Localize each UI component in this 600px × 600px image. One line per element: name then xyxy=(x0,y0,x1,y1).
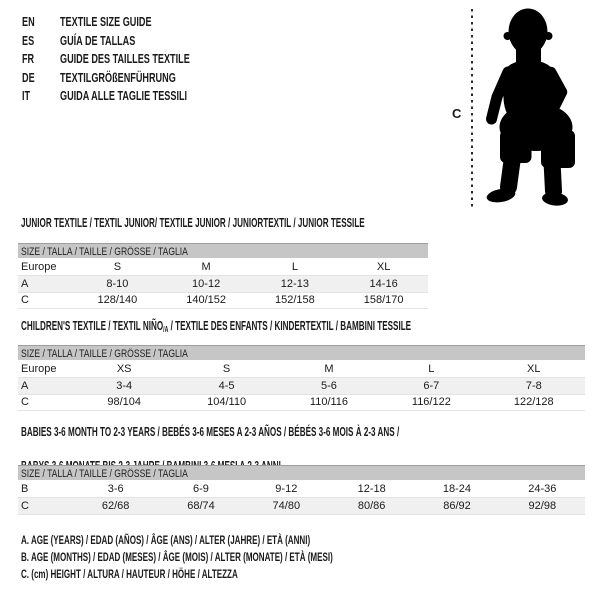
table-cell: 4-5 xyxy=(175,377,278,395)
table-cell: 122/128 xyxy=(482,394,585,411)
table-cell: 6-7 xyxy=(380,377,483,395)
junior-table-title: JUNIOR TEXTILE / TEXTIL JUNIOR/ TEXTILE … xyxy=(21,216,365,230)
row-label: C xyxy=(18,497,73,515)
table-cell: XS xyxy=(73,360,176,378)
table-cell: 116/122 xyxy=(380,394,483,411)
row-a-age: A 3-4 4-5 5-6 6-7 7-8 xyxy=(18,377,585,395)
junior-table-grid: Europe S M L XL A 8-10 10-12 12-13 14-16… xyxy=(18,258,428,309)
table-cell: 14-16 xyxy=(339,275,428,293)
table-cell: 12-18 xyxy=(328,480,415,498)
children-size-table: SIZE / TALLA / TAILLE / GRÖSSE / TAGLIA … xyxy=(18,345,585,411)
table-cell: 24-36 xyxy=(499,480,585,498)
table-cell: 5-6 xyxy=(277,377,381,395)
language-title: TEXTILGRÖßENFÜHRUNG xyxy=(60,69,176,85)
language-code: ES xyxy=(22,32,35,48)
table-cell: M xyxy=(161,258,251,276)
row-label: Europe xyxy=(18,360,73,378)
children-table-grid: Europe XS S M L XL A 3-4 4-5 5-6 6-7 7-8… xyxy=(18,360,585,411)
row-a-age: A 8-10 10-12 12-13 14-16 xyxy=(18,275,428,293)
height-marker-dotted-line xyxy=(471,9,473,207)
table-cell: S xyxy=(73,258,162,276)
table-cell: 8-10 xyxy=(73,275,162,293)
language-title: GUIDA ALLE TAGLIE TESSILI xyxy=(60,88,188,104)
table-cell: XL xyxy=(482,360,585,378)
toddler-silhouette-icon xyxy=(486,8,575,206)
table-cell: 62/68 xyxy=(73,497,159,515)
note-age-years: A. AGE (YEARS) / EDAD (AÑOS) / ÂGE (ANS)… xyxy=(21,533,311,547)
row-label: C xyxy=(18,292,73,309)
row-europe-sizes: Europe S M L XL xyxy=(18,258,428,276)
table-cell: 74/80 xyxy=(243,497,329,515)
table-cell: 80/86 xyxy=(328,497,415,515)
row-label: A xyxy=(18,377,73,395)
height-label-c: C xyxy=(452,106,462,121)
babies-table-grid: B 3-6 6-9 9-12 12-18 18-24 24-36 C 62/68… xyxy=(18,480,585,515)
table-cell: L xyxy=(250,258,340,276)
table-cell: 18-24 xyxy=(414,480,500,498)
table-cell: 3-4 xyxy=(73,377,176,395)
language-code: IT xyxy=(22,88,31,104)
row-c-height: C 128/140 140/152 152/158 158/170 xyxy=(18,292,428,309)
table-cell: 104/110 xyxy=(175,394,278,411)
note-height-cm: C. (cm) HEIGHT / ALTURA / HAUTEUR / HÖHE… xyxy=(21,567,238,582)
row-label: Europe xyxy=(18,258,73,276)
row-c-height: C 98/104 104/110 110/116 116/122 122/128 xyxy=(18,394,585,411)
table-cell: S xyxy=(175,360,278,378)
size-header-label: SIZE / TALLA / TAILLE / GRÖSSE / TAGLIA xyxy=(21,246,188,258)
junior-size-table: SIZE / TALLA / TAILLE / GRÖSSE / TAGLIA … xyxy=(18,243,428,309)
size-header-bar: SIZE / TALLA / TAILLE / GRÖSSE / TAGLIA xyxy=(18,465,585,480)
row-label: A xyxy=(18,275,73,293)
table-cell: 12-13 xyxy=(250,275,340,293)
language-title: GUIDE DES TAILLES TEXTILE xyxy=(60,51,190,67)
table-cell: 3-6 xyxy=(73,480,159,498)
table-cell: XL xyxy=(339,258,428,276)
babies-size-table: SIZE / TALLA / TAILLE / GRÖSSE / TAGLIA … xyxy=(18,465,585,515)
table-cell: 158/170 xyxy=(339,292,428,309)
table-cell: 6-9 xyxy=(158,480,244,498)
row-c-height: C 62/68 68/74 74/80 80/86 86/92 92/98 xyxy=(18,497,585,515)
language-title: TEXTILE SIZE GUIDE xyxy=(60,14,152,29)
table-cell: 140/152 xyxy=(161,292,251,309)
language-code: EN xyxy=(22,14,35,29)
language-title-list: TEXTILE SIZE GUIDE GUÍA DE TALLAS GUIDE … xyxy=(60,13,245,106)
table-cell: 92/98 xyxy=(499,497,585,515)
row-europe-sizes: Europe XS S M L XL xyxy=(18,360,585,378)
language-code: FR xyxy=(22,51,35,67)
size-header-label: SIZE / TALLA / TAILLE / GRÖSSE / TAGLIA xyxy=(21,468,188,480)
table-cell: 152/158 xyxy=(250,292,340,309)
row-b-months: B 3-6 6-9 9-12 12-18 18-24 24-36 xyxy=(18,480,585,498)
size-header-bar: SIZE / TALLA / TAILLE / GRÖSSE / TAGLIA xyxy=(18,243,428,258)
legend-notes: A. AGE (YEARS) / EDAD (AÑOS) / ÂGE (ANS)… xyxy=(21,532,486,584)
note-age-months: B. AGE (MONTHS) / EDAD (MESES) / ÂGE (MO… xyxy=(21,550,333,565)
table-cell: 10-12 xyxy=(161,275,251,293)
row-label: C xyxy=(18,394,73,411)
language-code-list: EN ES FR DE IT xyxy=(22,13,40,106)
table-cell: 68/74 xyxy=(158,497,244,515)
row-label: B xyxy=(18,480,73,498)
language-title: GUÍA DE TALLAS xyxy=(60,32,136,48)
children-table-title: CHILDREN'S TEXTILE / TEXTIL NIÑO/A / TEX… xyxy=(21,319,412,334)
size-header-label: SIZE / TALLA / TAILLE / GRÖSSE / TAGLIA xyxy=(21,348,188,360)
size-header-bar: SIZE / TALLA / TAILLE / GRÖSSE / TAGLIA xyxy=(18,345,585,360)
table-cell: 86/92 xyxy=(414,497,500,515)
table-cell: 98/104 xyxy=(73,394,176,411)
table-cell: L xyxy=(380,360,483,378)
language-code: DE xyxy=(22,69,35,85)
table-cell: 128/140 xyxy=(73,292,162,309)
table-cell: 110/116 xyxy=(277,394,381,411)
table-cell: 9-12 xyxy=(243,480,329,498)
table-cell: M xyxy=(277,360,381,378)
table-cell: 7-8 xyxy=(482,377,585,395)
